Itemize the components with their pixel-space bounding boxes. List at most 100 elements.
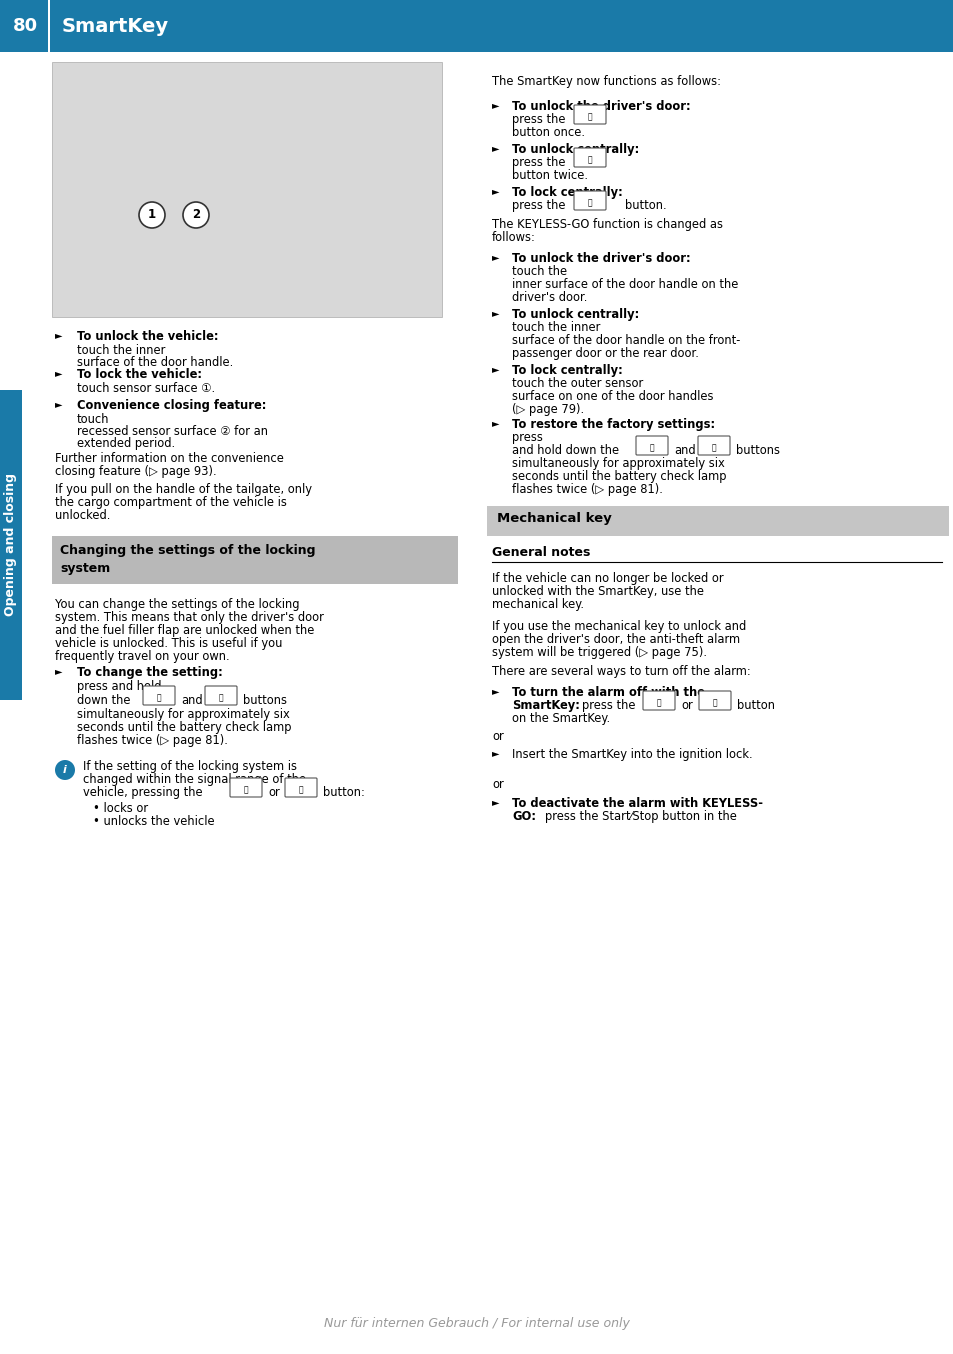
Text: seconds until the battery check lamp: seconds until the battery check lamp <box>512 470 726 483</box>
Bar <box>52 536 457 584</box>
Text: closing feature (▷ page 93).: closing feature (▷ page 93). <box>55 464 216 478</box>
Text: Nur für internen Gebrauch / For internal use only: Nur für internen Gebrauch / For internal… <box>324 1317 629 1331</box>
Text: • unlocks the vehicle: • unlocks the vehicle <box>92 815 214 829</box>
Text: button twice.: button twice. <box>512 169 587 181</box>
FancyBboxPatch shape <box>205 686 236 705</box>
Text: ►: ► <box>55 330 63 340</box>
Text: press the: press the <box>512 156 565 169</box>
Text: and hold down the: and hold down the <box>512 444 618 458</box>
Text: surface of the door handle on the front-: surface of the door handle on the front- <box>512 334 740 347</box>
Text: driver's door.: driver's door. <box>512 291 587 305</box>
Text: 🔒: 🔒 <box>711 444 716 452</box>
Circle shape <box>183 202 209 227</box>
Text: ►: ► <box>492 747 499 758</box>
Text: mechanical key.: mechanical key. <box>492 598 583 611</box>
Text: 🔓: 🔓 <box>587 112 592 122</box>
Text: open the driver's door, the anti-theft alarm: open the driver's door, the anti-theft a… <box>492 634 740 646</box>
Text: ►: ► <box>492 798 499 807</box>
Text: and the fuel filler flap are unlocked when the: and the fuel filler flap are unlocked wh… <box>55 624 314 636</box>
Text: touch the: touch the <box>512 265 566 278</box>
FancyBboxPatch shape <box>285 779 316 798</box>
FancyBboxPatch shape <box>143 686 174 705</box>
Text: buttons: buttons <box>243 695 287 707</box>
Text: button:: button: <box>323 787 364 799</box>
Text: ►: ► <box>55 399 63 409</box>
Text: If the setting of the locking system is: If the setting of the locking system is <box>83 760 296 773</box>
Text: vehicle is unlocked. This is useful if you: vehicle is unlocked. This is useful if y… <box>55 636 282 650</box>
Text: buttons: buttons <box>735 444 780 458</box>
Text: 2: 2 <box>192 209 200 222</box>
Text: There are several ways to turn off the alarm:: There are several ways to turn off the a… <box>492 665 750 678</box>
Bar <box>48 0 50 51</box>
Text: If you use the mechanical key to unlock and: If you use the mechanical key to unlock … <box>492 620 745 634</box>
Text: touch: touch <box>77 413 110 427</box>
Text: passenger door or the rear door.: passenger door or the rear door. <box>512 347 699 360</box>
Text: touch the outer sensor: touch the outer sensor <box>512 376 642 390</box>
FancyBboxPatch shape <box>636 436 667 455</box>
Text: touch the inner: touch the inner <box>512 321 599 334</box>
Text: SmartKey: SmartKey <box>62 16 169 35</box>
Text: 🔓: 🔓 <box>298 785 303 795</box>
FancyBboxPatch shape <box>642 691 675 709</box>
Text: To change the setting:: To change the setting: <box>77 666 222 678</box>
Text: unlocked with the SmartKey, use the: unlocked with the SmartKey, use the <box>492 585 703 598</box>
FancyBboxPatch shape <box>574 106 605 125</box>
Text: follows:: follows: <box>492 232 536 244</box>
FancyBboxPatch shape <box>699 691 730 709</box>
Text: 🔒: 🔒 <box>243 785 248 795</box>
Text: To deactivate the alarm with KEYLESS-: To deactivate the alarm with KEYLESS- <box>512 798 762 810</box>
Text: To unlock the vehicle:: To unlock the vehicle: <box>77 330 218 343</box>
Text: To unlock centrally:: To unlock centrally: <box>512 307 639 321</box>
Text: flashes twice (▷ page 81).: flashes twice (▷ page 81). <box>512 483 662 496</box>
Text: or: or <box>492 779 503 791</box>
Text: ►: ► <box>492 252 499 263</box>
Text: (▷ page 79).: (▷ page 79). <box>512 403 583 416</box>
Text: 🔓: 🔓 <box>649 444 654 452</box>
Bar <box>0 0 953 51</box>
Text: ►: ► <box>55 666 63 676</box>
Circle shape <box>139 202 165 227</box>
Text: To unlock centrally:: To unlock centrally: <box>512 144 639 156</box>
Text: To lock centrally:: To lock centrally: <box>512 364 622 376</box>
Text: To turn the alarm off with the: To turn the alarm off with the <box>512 686 704 699</box>
Text: • locks or: • locks or <box>92 802 148 815</box>
Text: Convenience closing feature:: Convenience closing feature: <box>77 399 266 412</box>
Text: ►: ► <box>492 185 499 196</box>
Bar <box>52 62 441 317</box>
Text: recessed sensor surface ② for an: recessed sensor surface ② for an <box>77 425 268 437</box>
Text: system. This means that only the driver's door: system. This means that only the driver'… <box>55 611 323 624</box>
Text: Insert the SmartKey into the ignition lock.: Insert the SmartKey into the ignition lo… <box>512 747 752 761</box>
Text: The SmartKey now functions as follows:: The SmartKey now functions as follows: <box>492 74 720 88</box>
Text: To lock the vehicle:: To lock the vehicle: <box>77 368 202 380</box>
Text: unlocked.: unlocked. <box>55 509 111 523</box>
Text: To unlock the driver's door:: To unlock the driver's door: <box>512 100 690 112</box>
Text: or: or <box>492 730 503 743</box>
FancyBboxPatch shape <box>698 436 729 455</box>
Text: 🔓: 🔓 <box>656 699 660 708</box>
Text: button once.: button once. <box>512 126 584 139</box>
Text: ►: ► <box>492 144 499 153</box>
Text: To restore the factory settings:: To restore the factory settings: <box>512 418 715 431</box>
Text: system: system <box>60 562 111 575</box>
Text: down the: down the <box>77 695 131 707</box>
Text: flashes twice (▷ page 81).: flashes twice (▷ page 81). <box>77 734 228 747</box>
Text: To unlock the driver's door:: To unlock the driver's door: <box>512 252 690 265</box>
Text: 🔒: 🔒 <box>712 699 717 708</box>
Text: You can change the settings of the locking: You can change the settings of the locki… <box>55 598 299 611</box>
Text: The KEYLESS-GO function is changed as: The KEYLESS-GO function is changed as <box>492 218 722 232</box>
Text: simultaneously for approximately six: simultaneously for approximately six <box>77 708 290 720</box>
Text: i: i <box>63 765 67 774</box>
Text: button.: button. <box>624 199 666 213</box>
Text: ►: ► <box>492 307 499 318</box>
Bar <box>0 390 22 700</box>
Text: To lock centrally:: To lock centrally: <box>512 185 622 199</box>
Text: 🔒: 🔒 <box>218 693 223 703</box>
Text: vehicle, pressing the: vehicle, pressing the <box>83 787 202 799</box>
Text: and: and <box>181 695 202 707</box>
Text: General notes: General notes <box>492 546 590 559</box>
Circle shape <box>55 760 75 780</box>
Text: SmartKey:: SmartKey: <box>512 699 579 712</box>
Text: extended period.: extended period. <box>77 437 175 450</box>
Text: Changing the settings of the locking: Changing the settings of the locking <box>60 544 315 556</box>
FancyBboxPatch shape <box>230 779 262 798</box>
